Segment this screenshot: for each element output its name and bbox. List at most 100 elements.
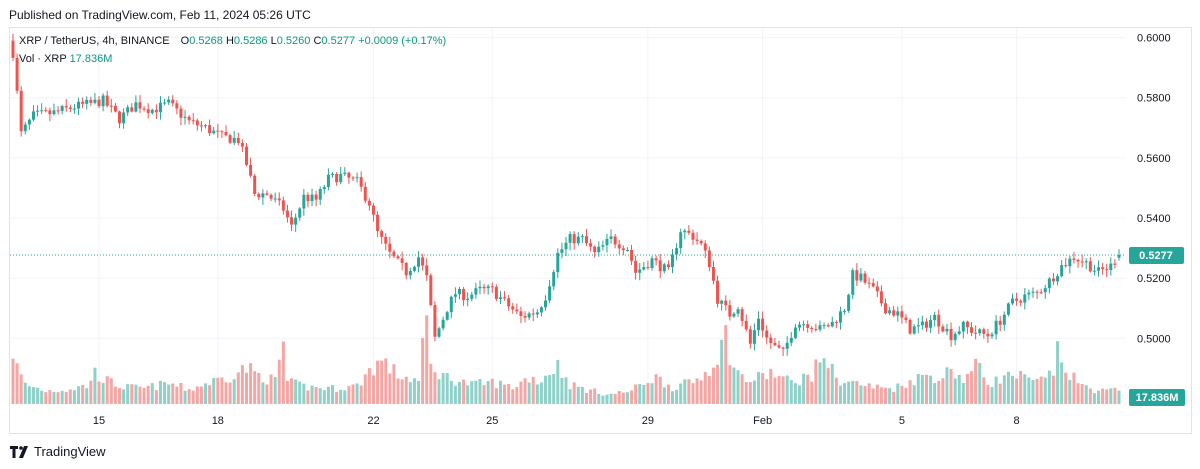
candle-body xyxy=(494,286,498,299)
candle-body xyxy=(199,125,203,127)
candle-body xyxy=(437,328,441,337)
volume-bar xyxy=(175,386,179,404)
candle-body xyxy=(875,286,879,292)
candle-body xyxy=(408,270,412,276)
last-volume-text: 17.836M xyxy=(1136,392,1179,404)
candle-body xyxy=(122,112,126,124)
candle-body xyxy=(396,256,400,259)
volume-bar xyxy=(797,385,801,404)
candle-body xyxy=(429,275,433,306)
symbol-title[interactable]: XRP / TetherUS, 4h, BINANCE xyxy=(19,35,170,47)
candle-body xyxy=(523,316,527,318)
candle-body xyxy=(740,309,744,321)
candle-body xyxy=(257,193,261,198)
volume-bar xyxy=(261,382,265,404)
volume-bar xyxy=(93,367,97,404)
volume-bar xyxy=(818,362,822,404)
volume-bar xyxy=(711,367,715,404)
volume-bar xyxy=(1051,375,1055,404)
volume-bar xyxy=(523,378,527,404)
volume-bar xyxy=(27,386,31,404)
candle-body xyxy=(56,110,60,112)
candle-body xyxy=(224,132,228,136)
last-volume-badge xyxy=(1129,389,1185,406)
volume-bar xyxy=(236,372,240,404)
volume-bar xyxy=(437,379,441,404)
candle-body xyxy=(949,328,953,341)
volume-bar xyxy=(597,393,601,404)
volume-bar xyxy=(781,376,785,404)
volume-bar xyxy=(417,380,421,404)
candle-body xyxy=(851,270,855,295)
candle-body xyxy=(1064,265,1068,267)
candle-body xyxy=(486,286,490,289)
candle-body xyxy=(343,172,347,174)
candle-body xyxy=(89,99,93,103)
candle-body xyxy=(269,194,273,199)
volume-bar xyxy=(331,385,335,404)
candle-body xyxy=(785,342,789,349)
volume-bar xyxy=(31,387,35,404)
candle-body xyxy=(503,297,507,299)
candle-body xyxy=(1015,298,1019,301)
volume-bar xyxy=(163,382,167,404)
candle-body xyxy=(1092,270,1096,272)
candle-body xyxy=(81,101,85,104)
candle-body xyxy=(167,99,171,103)
candle-body xyxy=(48,110,52,115)
candle-body xyxy=(64,106,68,108)
volume-bar xyxy=(785,375,789,404)
candle-body xyxy=(711,267,715,281)
candle-body xyxy=(1006,303,1010,315)
volume-bar xyxy=(486,381,490,404)
candle-body xyxy=(666,264,670,268)
change-value: +0.0009 (+0.17%) xyxy=(358,35,447,47)
candle-body xyxy=(593,246,597,253)
candle-body xyxy=(855,270,859,281)
candle-body xyxy=(560,249,564,253)
candle-body xyxy=(453,294,457,297)
candle-body xyxy=(826,325,830,327)
volume-bar xyxy=(224,382,228,404)
volume-bar xyxy=(441,373,445,404)
candle-body xyxy=(830,321,834,327)
volume-bar xyxy=(351,384,355,404)
volume-bar xyxy=(961,382,965,404)
tradingview-footer[interactable]: TradingView xyxy=(10,444,106,459)
volume-bar xyxy=(888,388,892,404)
volume-bar xyxy=(281,341,285,404)
volume-bar xyxy=(105,376,109,404)
candle-body xyxy=(515,309,519,312)
candle-body xyxy=(339,173,343,183)
candle-body xyxy=(908,319,912,334)
axis-badges: 0.5277 17.836M xyxy=(1129,246,1185,406)
volume-bar xyxy=(1084,385,1088,404)
candle-body xyxy=(204,125,208,127)
candle-body xyxy=(843,310,847,312)
volume-bar xyxy=(191,390,195,404)
volume-bar xyxy=(462,379,466,404)
volume-bar xyxy=(564,377,568,404)
candle-body xyxy=(52,110,56,115)
candle-body xyxy=(1072,258,1076,260)
volume-bar xyxy=(240,365,244,404)
price-tick-label: 0.5800 xyxy=(1137,93,1171,105)
volume-bar xyxy=(1097,390,1101,404)
volume-bar xyxy=(584,392,588,404)
volume-bar xyxy=(834,377,838,404)
volume-bar xyxy=(134,384,138,404)
volume-label[interactable]: Vol · XRP xyxy=(19,53,67,65)
volume-bar xyxy=(994,376,998,404)
candle-body xyxy=(781,347,785,349)
candle-body xyxy=(11,40,15,58)
candle-body xyxy=(797,324,801,328)
candle-body xyxy=(1035,291,1039,293)
volume-bar xyxy=(560,377,564,404)
time-tick-label: 25 xyxy=(486,415,498,427)
volume-bar xyxy=(847,381,851,404)
volume-bar xyxy=(683,379,687,404)
volume-bar xyxy=(867,383,871,404)
volume-bar xyxy=(965,373,969,404)
close-value: 0.5277 xyxy=(321,35,356,47)
